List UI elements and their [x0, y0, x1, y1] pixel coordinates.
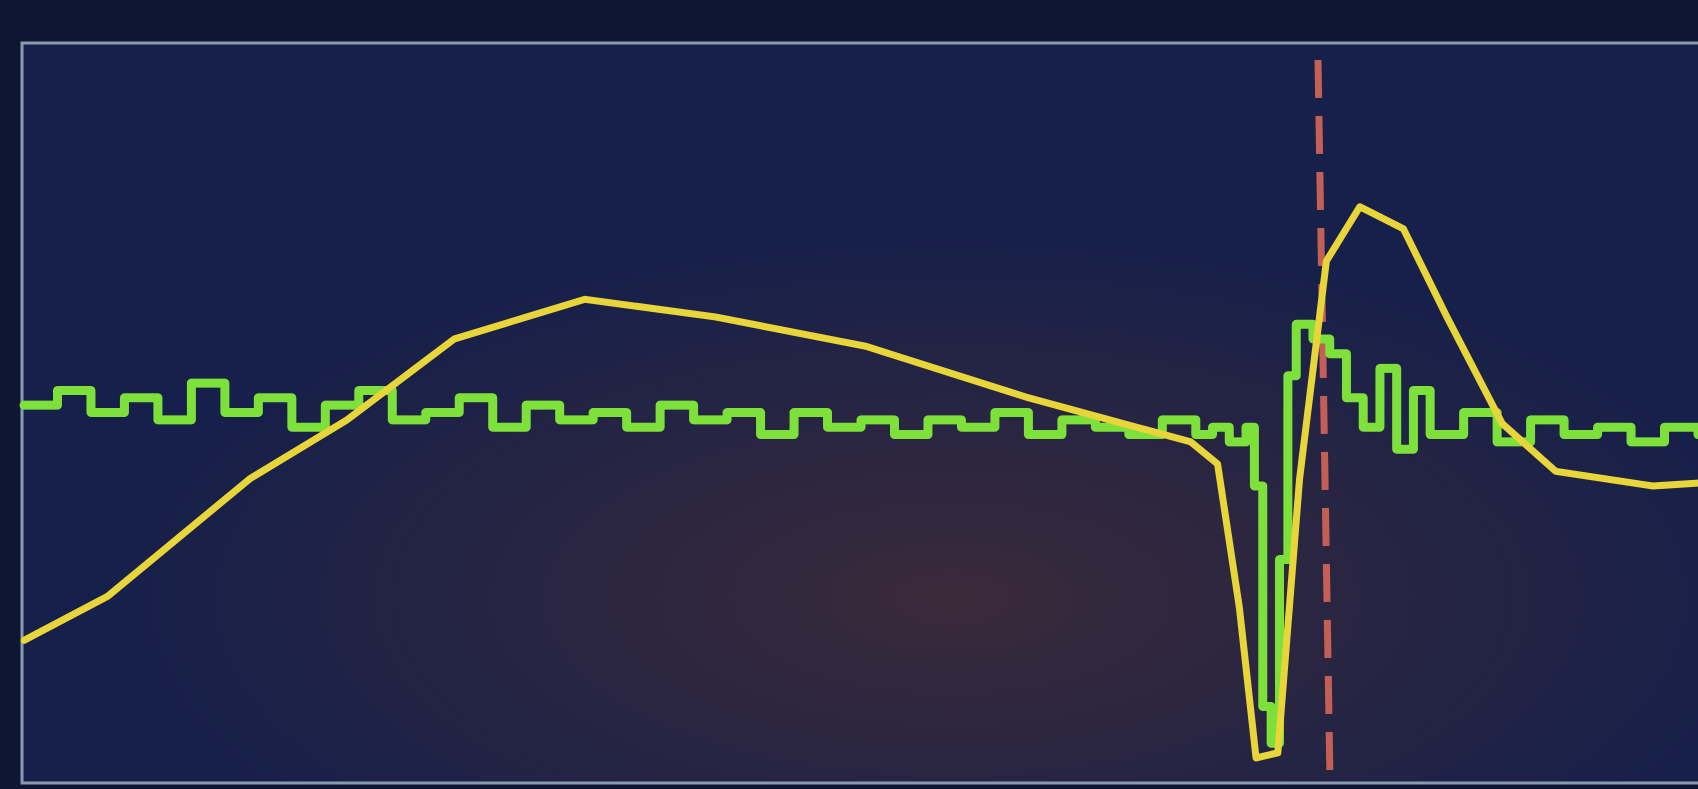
- screen: [0, 0, 1698, 789]
- plot-frame: [22, 43, 1698, 783]
- page: {"chart_data": {"type": "line", "xlim": …: [0, 0, 1698, 789]
